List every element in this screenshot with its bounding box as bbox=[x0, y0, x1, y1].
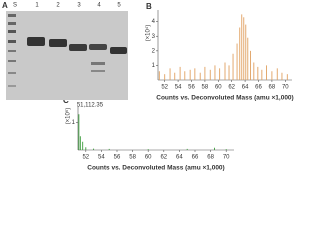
x-tick-label: 56 bbox=[114, 155, 121, 161]
x-tick-label: 64 bbox=[242, 85, 249, 91]
x-axis-label: Counts vs. Deconvoluted Mass (amu ×1,000… bbox=[87, 165, 224, 172]
x-tick-label: 68 bbox=[269, 85, 276, 91]
y-tick-label: 1 bbox=[72, 120, 76, 126]
x-tick-label: 62 bbox=[228, 85, 235, 91]
x-tick-label: 54 bbox=[175, 85, 182, 91]
lane-label: 4 bbox=[97, 3, 101, 9]
panel-label: A bbox=[2, 1, 8, 10]
lane-label: 3 bbox=[77, 3, 81, 9]
y-tick-label: 4 bbox=[152, 19, 156, 25]
x-tick-label: 56 bbox=[188, 85, 195, 91]
x-tick-label: 58 bbox=[202, 85, 209, 91]
panel-label: C bbox=[63, 96, 69, 105]
x-tick-label: 54 bbox=[98, 155, 105, 161]
y-axis-label: (×10⁶) bbox=[65, 108, 72, 125]
x-tick-label: 52 bbox=[82, 155, 89, 161]
x-tick-label: 70 bbox=[223, 155, 230, 161]
x-tick-label: 62 bbox=[160, 155, 167, 161]
y-axis-label: (×10⁴) bbox=[145, 25, 152, 42]
lane-label: 5 bbox=[117, 3, 121, 9]
x-tick-label: 60 bbox=[145, 155, 152, 161]
x-tick-label: 66 bbox=[192, 155, 199, 161]
y-tick-label: 3 bbox=[152, 34, 156, 40]
figure: A B C S 1 2 3 4 5 1 2 3 4 52 54 56 58 60 62 64 66 68… bbox=[2, 1, 294, 172]
lane-label: 1 bbox=[35, 3, 39, 9]
x-tick-label: 64 bbox=[176, 155, 183, 161]
x-axis-label: Counts vs. Deconvoluted Mass (amu ×1,000… bbox=[156, 95, 293, 102]
lane-label: S bbox=[13, 3, 17, 9]
y-tick-label: 1 bbox=[152, 63, 156, 69]
x-tick-label: 58 bbox=[129, 155, 136, 161]
peak-annotation: 51,112.35 bbox=[77, 103, 104, 109]
y-tick-label: 2 bbox=[152, 48, 156, 54]
x-tick-label: 70 bbox=[282, 85, 289, 91]
x-tick-label: 68 bbox=[207, 155, 214, 161]
panel-label: B bbox=[146, 2, 152, 11]
x-tick-label: 52 bbox=[161, 85, 168, 91]
lane-label: 2 bbox=[56, 3, 60, 9]
gel-image bbox=[6, 11, 128, 100]
x-tick-label: 66 bbox=[255, 85, 262, 91]
x-tick-label: 60 bbox=[215, 85, 222, 91]
